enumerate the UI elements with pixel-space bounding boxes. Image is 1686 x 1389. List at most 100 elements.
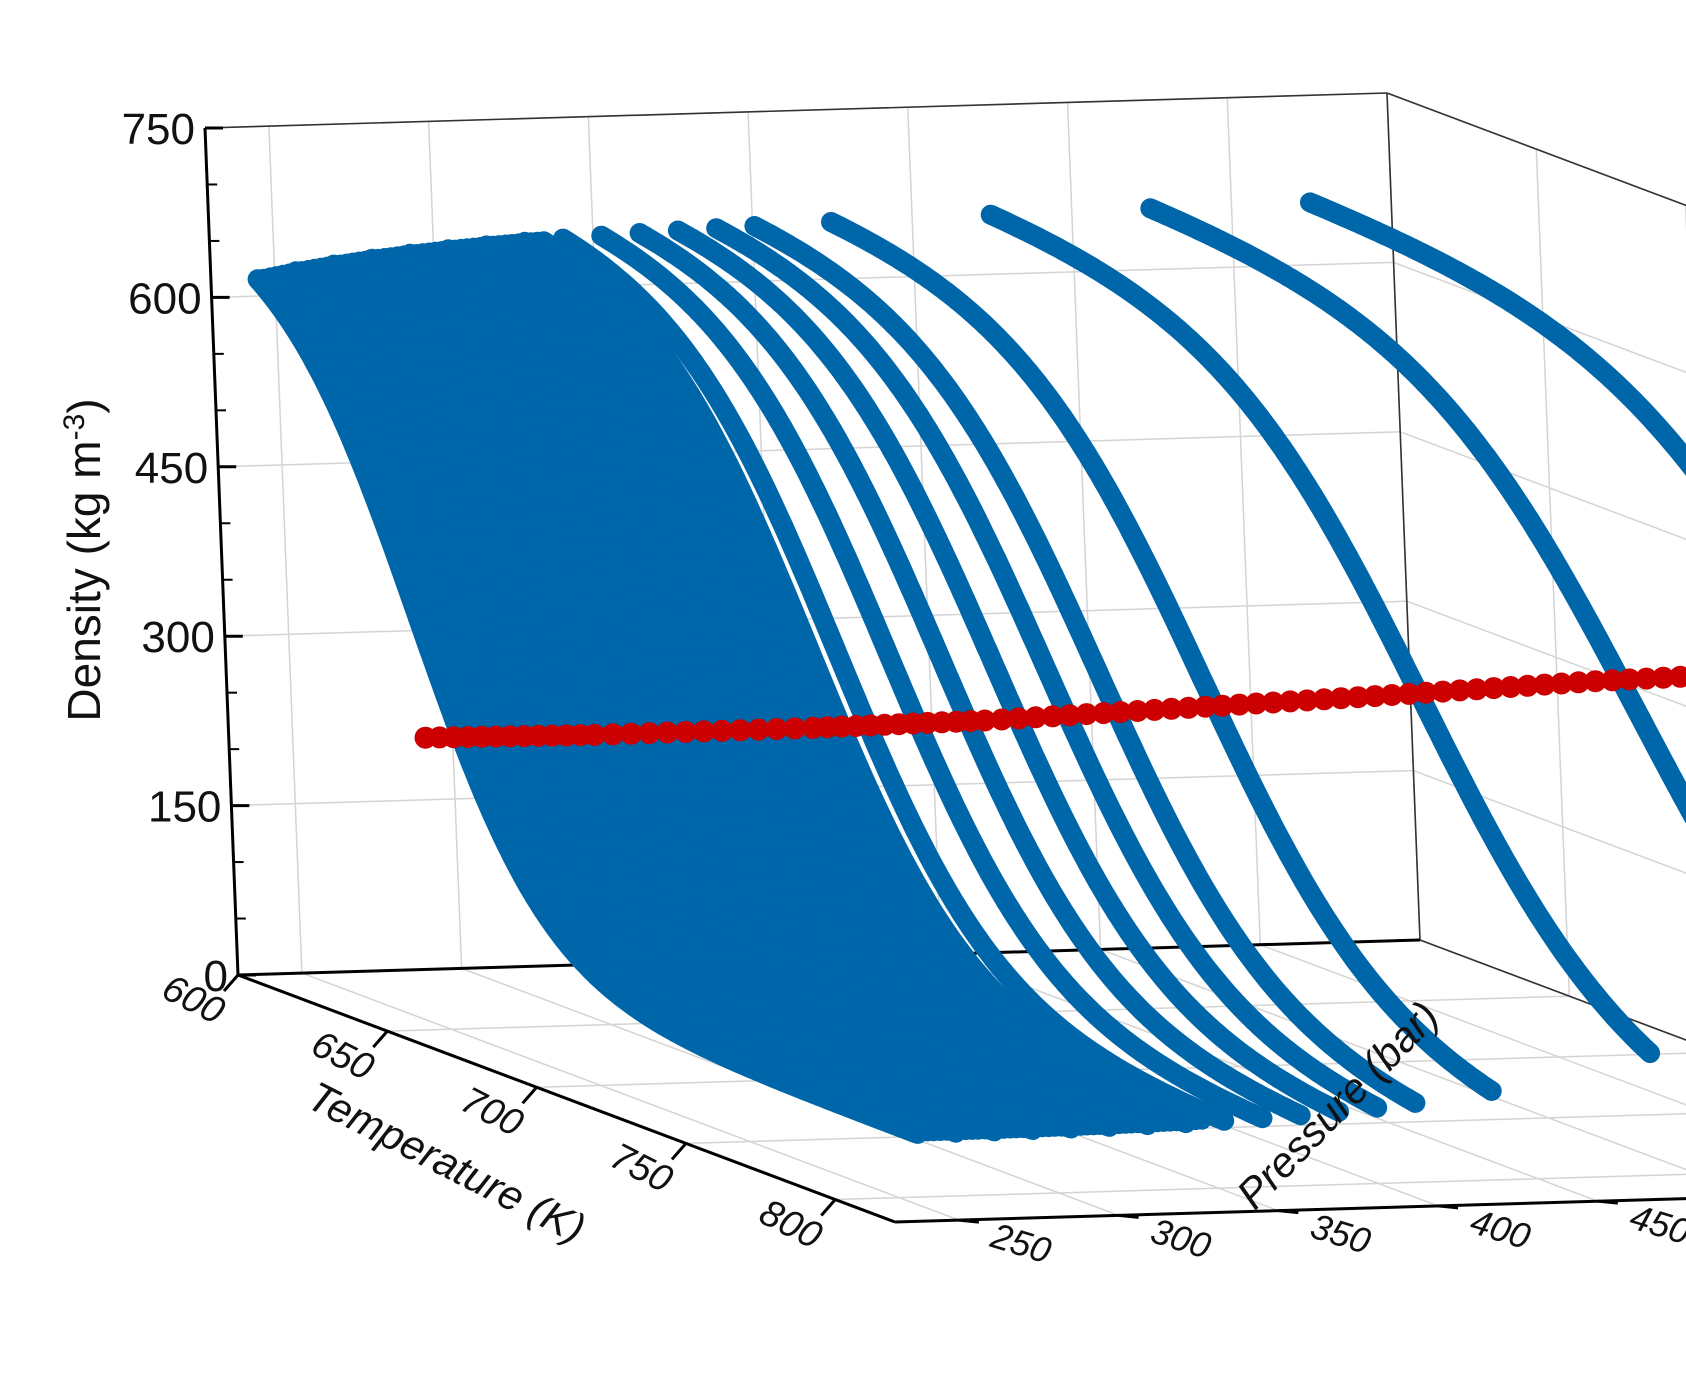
y-tick-label: 300	[1146, 1210, 1215, 1267]
x-tick	[222, 974, 240, 992]
pseudo-critical-point	[583, 723, 606, 746]
y-axis-line	[894, 1197, 1686, 1224]
isobar-curve	[744, 216, 1426, 1113]
pseudo-critical-point	[1550, 672, 1573, 695]
y-tick	[1597, 1199, 1618, 1205]
left-wall-vgrid	[268, 126, 303, 974]
left-wall-vgrid	[1066, 102, 1102, 950]
isobar-curve-dense	[534, 231, 1212, 1130]
pseudo-critical-point	[1228, 693, 1251, 716]
pseudo-critical-series	[414, 665, 1686, 749]
z-axis-title-superscript: -3	[58, 414, 91, 441]
pseudo-critical-point	[1330, 687, 1352, 710]
pseudo-critical-point	[1024, 706, 1047, 729]
z-tick-label: 300	[141, 613, 214, 662]
pseudo-critical-point	[1635, 667, 1658, 690]
floor-tgrid	[685, 1113, 1686, 1145]
z-tick-label: 0	[204, 952, 228, 1001]
pseudo-critical-point	[1347, 686, 1369, 709]
pseudo-critical-point	[783, 717, 806, 740]
pseudo-critical-point	[973, 709, 996, 732]
pseudo-critical-point	[1652, 666, 1675, 689]
pseudo-critical-point	[1618, 668, 1641, 691]
isobar-curve	[980, 204, 1661, 1064]
frame-edge	[1419, 939, 1686, 1041]
x-tick	[521, 1086, 538, 1105]
pseudo-critical-point	[601, 723, 624, 746]
y-tick	[1437, 1204, 1459, 1210]
y-tick	[958, 1218, 980, 1224]
pseudo-critical-point	[1313, 688, 1336, 711]
z-axis-line	[203, 127, 240, 976]
frame-edge	[1386, 92, 1421, 941]
pseudo-critical-point	[1041, 705, 1064, 728]
pseudo-critical-point	[1465, 678, 1488, 701]
pseudo-critical-point	[1499, 676, 1522, 698]
isobar-curve	[553, 228, 1235, 1131]
floor-pgrid	[1100, 948, 1686, 1171]
pseudo-critical-point	[1482, 677, 1505, 700]
z-axis-title: Density (kg m-3)	[58, 398, 110, 721]
pseudo-critical-point	[1601, 669, 1624, 692]
y-tick-label: 400	[1466, 1200, 1535, 1257]
isobar-curve	[1140, 198, 1686, 824]
pseudo-critical-point	[1567, 671, 1590, 694]
floor-pgrid	[301, 972, 960, 1221]
back-wall-hgrid	[1406, 600, 1686, 707]
pseudo-critical-point	[620, 722, 642, 745]
pseudo-critical-point	[674, 720, 697, 743]
pseudo-critical-point	[1245, 692, 1268, 715]
pseudo-critical-point	[1007, 707, 1030, 730]
y-tick-label: 350	[1306, 1205, 1375, 1262]
isobar-curve	[1300, 192, 1686, 476]
back-wall-hgrid	[1386, 92, 1686, 207]
pseudo-critical-point	[747, 718, 770, 741]
pseudo-critical-point	[765, 718, 788, 740]
frame-edge	[894, 1197, 1686, 1223]
pseudo-critical-point	[1092, 702, 1115, 725]
pseudo-critical-point	[1397, 682, 1420, 705]
z-axis-title-close: )	[58, 398, 110, 413]
x-axis-title: Temperature (K)	[300, 1072, 592, 1252]
pseudo-critical-point	[1143, 698, 1166, 721]
isobar-series	[247, 192, 1686, 1144]
y-tick	[1118, 1213, 1139, 1219]
pseudo-critical-point	[990, 708, 1013, 731]
pseudo-critical-point	[711, 719, 733, 742]
pseudo-critical-point	[1380, 684, 1403, 706]
pseudo-critical-point	[1669, 665, 1686, 688]
z-tick-label: 150	[148, 783, 221, 832]
pseudo-critical-point	[1194, 695, 1217, 718]
pseudo-critical-point	[1058, 704, 1081, 727]
z-tick-label: 750	[122, 105, 195, 154]
x-tick	[372, 1030, 389, 1049]
pseudo-critical-point	[1109, 701, 1132, 723]
x-tick-label: 650	[305, 1023, 381, 1089]
x-tick	[670, 1142, 688, 1161]
pseudo-critical-point	[1364, 685, 1386, 708]
pseudo-critical-point	[1296, 689, 1319, 712]
y-tick-label: 450	[1625, 1196, 1686, 1253]
frame-edge	[1386, 92, 1686, 207]
isobar-curve	[821, 212, 1502, 1101]
pseudo-critical-point	[1448, 679, 1471, 702]
pseudo-critical-point	[1126, 700, 1149, 722]
isobar-curve	[591, 225, 1273, 1129]
pseudo-critical-point	[1279, 690, 1302, 713]
z-axis-title-main: Density (kg m	[58, 440, 110, 721]
x-tick-label: 750	[603, 1135, 679, 1201]
pseudo-critical-point	[1177, 696, 1200, 719]
back-wall-hgrid	[1413, 769, 1686, 874]
isobar-curve	[667, 220, 1349, 1122]
isobar-curve	[706, 218, 1388, 1118]
pseudo-critical-point	[1431, 680, 1454, 703]
x-tick-label: 700	[454, 1079, 530, 1145]
pseudo-critical-point	[1211, 694, 1234, 717]
z-tick-label: 600	[128, 274, 201, 323]
pseudo-critical-point	[1414, 681, 1437, 704]
left-wall-vgrid	[1226, 97, 1262, 945]
y-tick-label: 250	[986, 1214, 1056, 1271]
pseudo-critical-point	[1262, 691, 1285, 714]
